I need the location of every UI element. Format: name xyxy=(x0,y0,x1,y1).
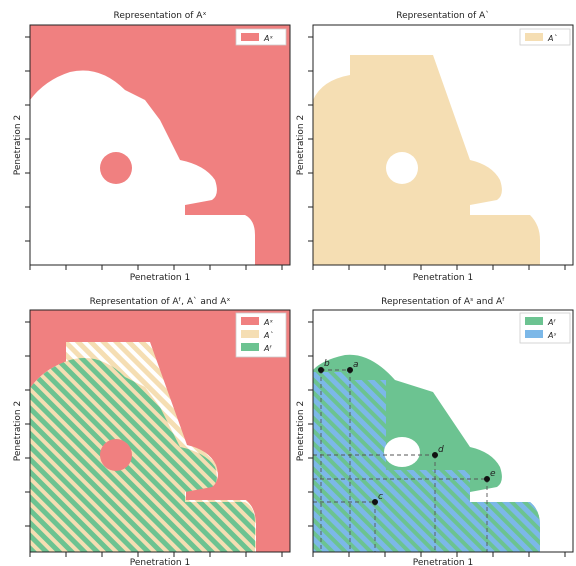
y-axis-label: Penetration 2 xyxy=(296,115,306,175)
feasible-region xyxy=(30,70,255,265)
legend: Aˣ Aˋ Aᶠ xyxy=(235,312,287,358)
points: a b c d e xyxy=(318,359,496,505)
legend: Aˋ xyxy=(519,28,571,46)
region-a-s xyxy=(313,372,540,552)
x-axis-label: Penetration 1 xyxy=(413,273,473,283)
hole xyxy=(100,152,132,184)
legend-label: Aˋ xyxy=(547,33,557,43)
hole xyxy=(100,439,132,471)
panel-a-x: Representation of Aˣ Aˣ Penetration 1 Pe… xyxy=(13,11,291,283)
hole xyxy=(384,437,420,467)
y-axis-label: Penetration 2 xyxy=(296,401,306,461)
point-c xyxy=(372,499,378,505)
point-label: a xyxy=(353,360,359,370)
panel-title: Representation of Aˢ and Aᶠ xyxy=(381,297,505,307)
panel-title: Representation of Aˣ xyxy=(114,11,207,21)
point-label: c xyxy=(378,492,383,502)
point-label: e xyxy=(490,469,496,479)
y-axis-label: Penetration 2 xyxy=(13,115,23,175)
panel-a-s-and-a-f: Representation of Aˢ and Aᶠ a b c d e xyxy=(296,297,574,566)
legend-label: Aᶠ xyxy=(263,344,272,353)
legend-label: Aˢ xyxy=(547,331,556,340)
legend-label: Aˣ xyxy=(263,34,273,43)
point-label: d xyxy=(438,445,444,455)
legend: Aᶠ Aˢ xyxy=(519,312,571,344)
legend-swatch xyxy=(525,330,543,338)
legend-label: Aˣ xyxy=(263,318,273,327)
y-axis-label: Penetration 2 xyxy=(13,401,23,461)
x-axis-label: Penetration 1 xyxy=(130,273,190,283)
panel-combined: Representation of Aᶠ, Aˋ and Aˣ Aˣ Aˋ Aᶠ… xyxy=(13,296,291,566)
legend-swatch xyxy=(525,317,543,325)
legend-swatch xyxy=(241,317,259,325)
point-a xyxy=(347,367,353,373)
legend-swatch xyxy=(241,330,259,338)
x-axis-label: Penetration 1 xyxy=(130,558,190,566)
point-d xyxy=(432,452,438,458)
point-label: b xyxy=(324,359,330,369)
legend-swatch xyxy=(241,343,259,351)
region-a-check xyxy=(313,55,540,265)
region-a-f xyxy=(30,358,255,552)
legend-swatch xyxy=(241,33,259,41)
hole xyxy=(386,152,418,184)
panel-title: Representation of Aˋ xyxy=(396,10,489,21)
panel-title: Representation of Aᶠ, Aˋ and Aˣ xyxy=(90,296,231,307)
point-b xyxy=(318,367,324,373)
legend: Aˣ xyxy=(235,28,287,46)
legend-label: Aˋ xyxy=(263,330,273,340)
point-e xyxy=(484,476,490,482)
legend-swatch xyxy=(525,33,543,41)
x-axis-label: Penetration 1 xyxy=(413,558,473,566)
panel-a-check: Representation of Aˋ Aˋ Penetration 1 Pe… xyxy=(296,10,574,283)
legend-label: Aᶠ xyxy=(547,318,556,327)
guide-lines xyxy=(313,369,488,552)
